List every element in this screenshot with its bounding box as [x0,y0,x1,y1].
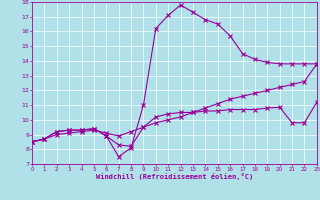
X-axis label: Windchill (Refroidissement éolien,°C): Windchill (Refroidissement éolien,°C) [96,173,253,180]
